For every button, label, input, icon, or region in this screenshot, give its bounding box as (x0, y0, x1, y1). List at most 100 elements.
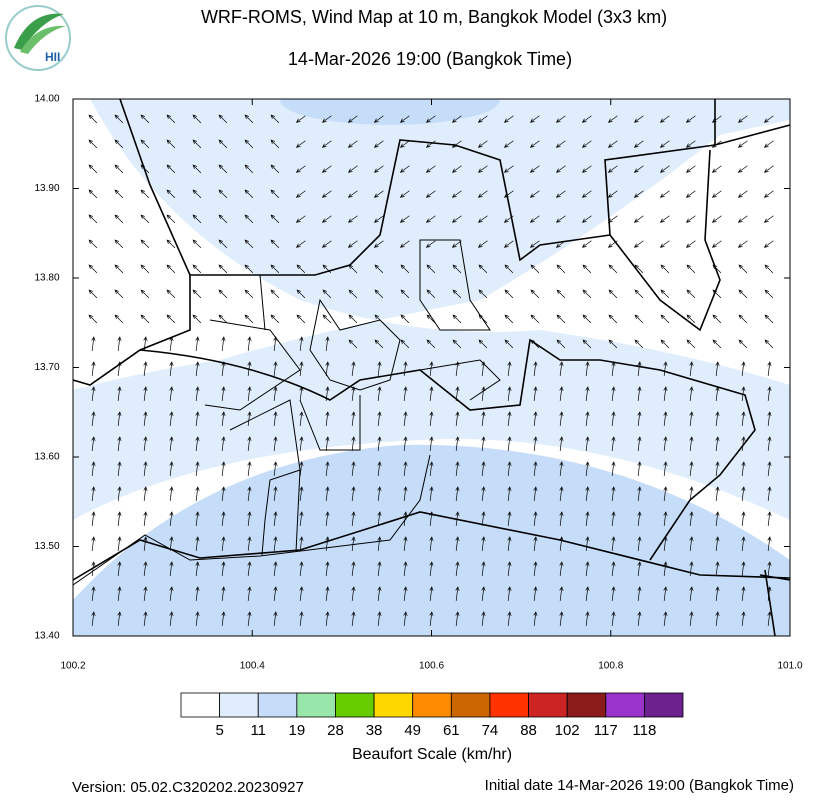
wind-arrow (117, 536, 122, 551)
wind-arrow (192, 114, 202, 124)
wind-arrow (88, 214, 98, 224)
wind-arrow (715, 436, 720, 451)
wind-arrow (689, 511, 694, 526)
wind-arrow (663, 486, 668, 501)
wind-arrow (166, 164, 176, 174)
wind-arrow (507, 561, 512, 576)
wind-arrow (455, 411, 460, 426)
lon-tick-label: 100.2 (60, 661, 85, 672)
legend-swatch (180, 692, 221, 718)
wind-arrow (377, 561, 382, 576)
wind-arrow (244, 139, 254, 149)
wind-arrow (192, 214, 202, 224)
wind-arrow (91, 461, 96, 476)
wind-arrow (559, 561, 564, 576)
wind-arrow (663, 386, 668, 401)
wind-arrow (218, 289, 228, 299)
wind-arrow (637, 436, 642, 451)
wind-arrow (503, 140, 514, 148)
wind-arrow (218, 214, 228, 224)
wind-arrow (143, 511, 148, 526)
wind-arrow (166, 314, 176, 324)
wind-arrow (374, 289, 384, 299)
wind-arrow (608, 264, 618, 274)
wind-arrow (143, 386, 148, 401)
wind-arrow (221, 436, 226, 451)
wind-arrow (192, 164, 202, 174)
wind-arrow (351, 536, 356, 551)
wind-arrow (195, 511, 200, 526)
wind-arrow (481, 561, 486, 576)
initial-date: Initial date 14-Mar-2026 19:00 (Bangkok … (485, 777, 794, 794)
wind-arrow (767, 461, 772, 476)
wind-arrow (429, 461, 434, 476)
wind-arrow (555, 165, 566, 173)
wind-arrow (273, 386, 278, 401)
wind-arrow (321, 165, 332, 173)
wind-arrow (455, 461, 460, 476)
wind-arrow (504, 264, 514, 274)
wind-arrow (452, 339, 462, 349)
wind-arrow (715, 461, 720, 476)
wind-arrow (143, 611, 148, 626)
wind-arrow (140, 139, 150, 149)
wind-arrow (481, 461, 486, 476)
wind-arrow (507, 361, 512, 376)
wind-arrow (767, 436, 772, 451)
wind-arrow (169, 436, 174, 451)
wind-arrow (689, 386, 694, 401)
wind-arrow (686, 264, 696, 274)
wind-arrow (741, 536, 746, 551)
wind-arrow (637, 386, 642, 401)
wind-arrow (166, 289, 176, 299)
wind-arrow (763, 165, 774, 173)
wind-arrow (221, 586, 226, 601)
wind-arrow (143, 461, 148, 476)
wind-arrow (195, 361, 200, 376)
wind-arrow (140, 214, 150, 224)
wind-arrow (737, 215, 748, 223)
wind-arrow (114, 114, 124, 124)
legend-swatch (335, 692, 375, 718)
wind-arrow (325, 561, 330, 576)
wind-arrow (764, 289, 774, 299)
wind-arrow (663, 561, 668, 576)
wind-arrow (114, 139, 124, 149)
wind-arrow (166, 189, 176, 199)
wind-arrow (117, 511, 122, 526)
wind-arrow (529, 115, 540, 123)
wind-arrow (529, 165, 540, 173)
subtitle: 14-Mar-2026 19:00 (Bangkok Time) (288, 49, 572, 69)
wind-arrow (351, 461, 356, 476)
wind-arrow (767, 411, 772, 426)
wind-arrow (296, 314, 306, 324)
wind-arrow (741, 611, 746, 626)
wind-arrow (452, 314, 462, 324)
wind-arrow (429, 486, 434, 501)
wind-arrow (247, 611, 252, 626)
wind-arrow (295, 115, 306, 123)
wind-arrow (481, 536, 486, 551)
wind-arrow (140, 314, 150, 324)
wind-arrow (247, 436, 252, 451)
wind-arrow (689, 436, 694, 451)
wind-arrow (425, 140, 436, 148)
wind-arrow (218, 164, 228, 174)
lon-tick-label: 100.8 (598, 661, 623, 672)
wind-arrow (247, 511, 252, 526)
wind-arrow (88, 164, 98, 174)
wind-arrow (633, 215, 644, 223)
wind-arrow (581, 115, 592, 123)
wind-arrow (140, 239, 150, 249)
lat-tick-label: 13.80 (34, 273, 59, 284)
wind-arrow (663, 611, 668, 626)
wind-arrow (88, 314, 98, 324)
wind-arrow (425, 165, 436, 173)
wind-arrow (767, 561, 772, 576)
wind-arrow (559, 486, 564, 501)
wind-arrow (611, 411, 616, 426)
wind-arrow (299, 486, 304, 501)
wind-arrow (91, 336, 96, 351)
wind-arrow (403, 611, 408, 626)
wind-arrow (114, 314, 124, 324)
